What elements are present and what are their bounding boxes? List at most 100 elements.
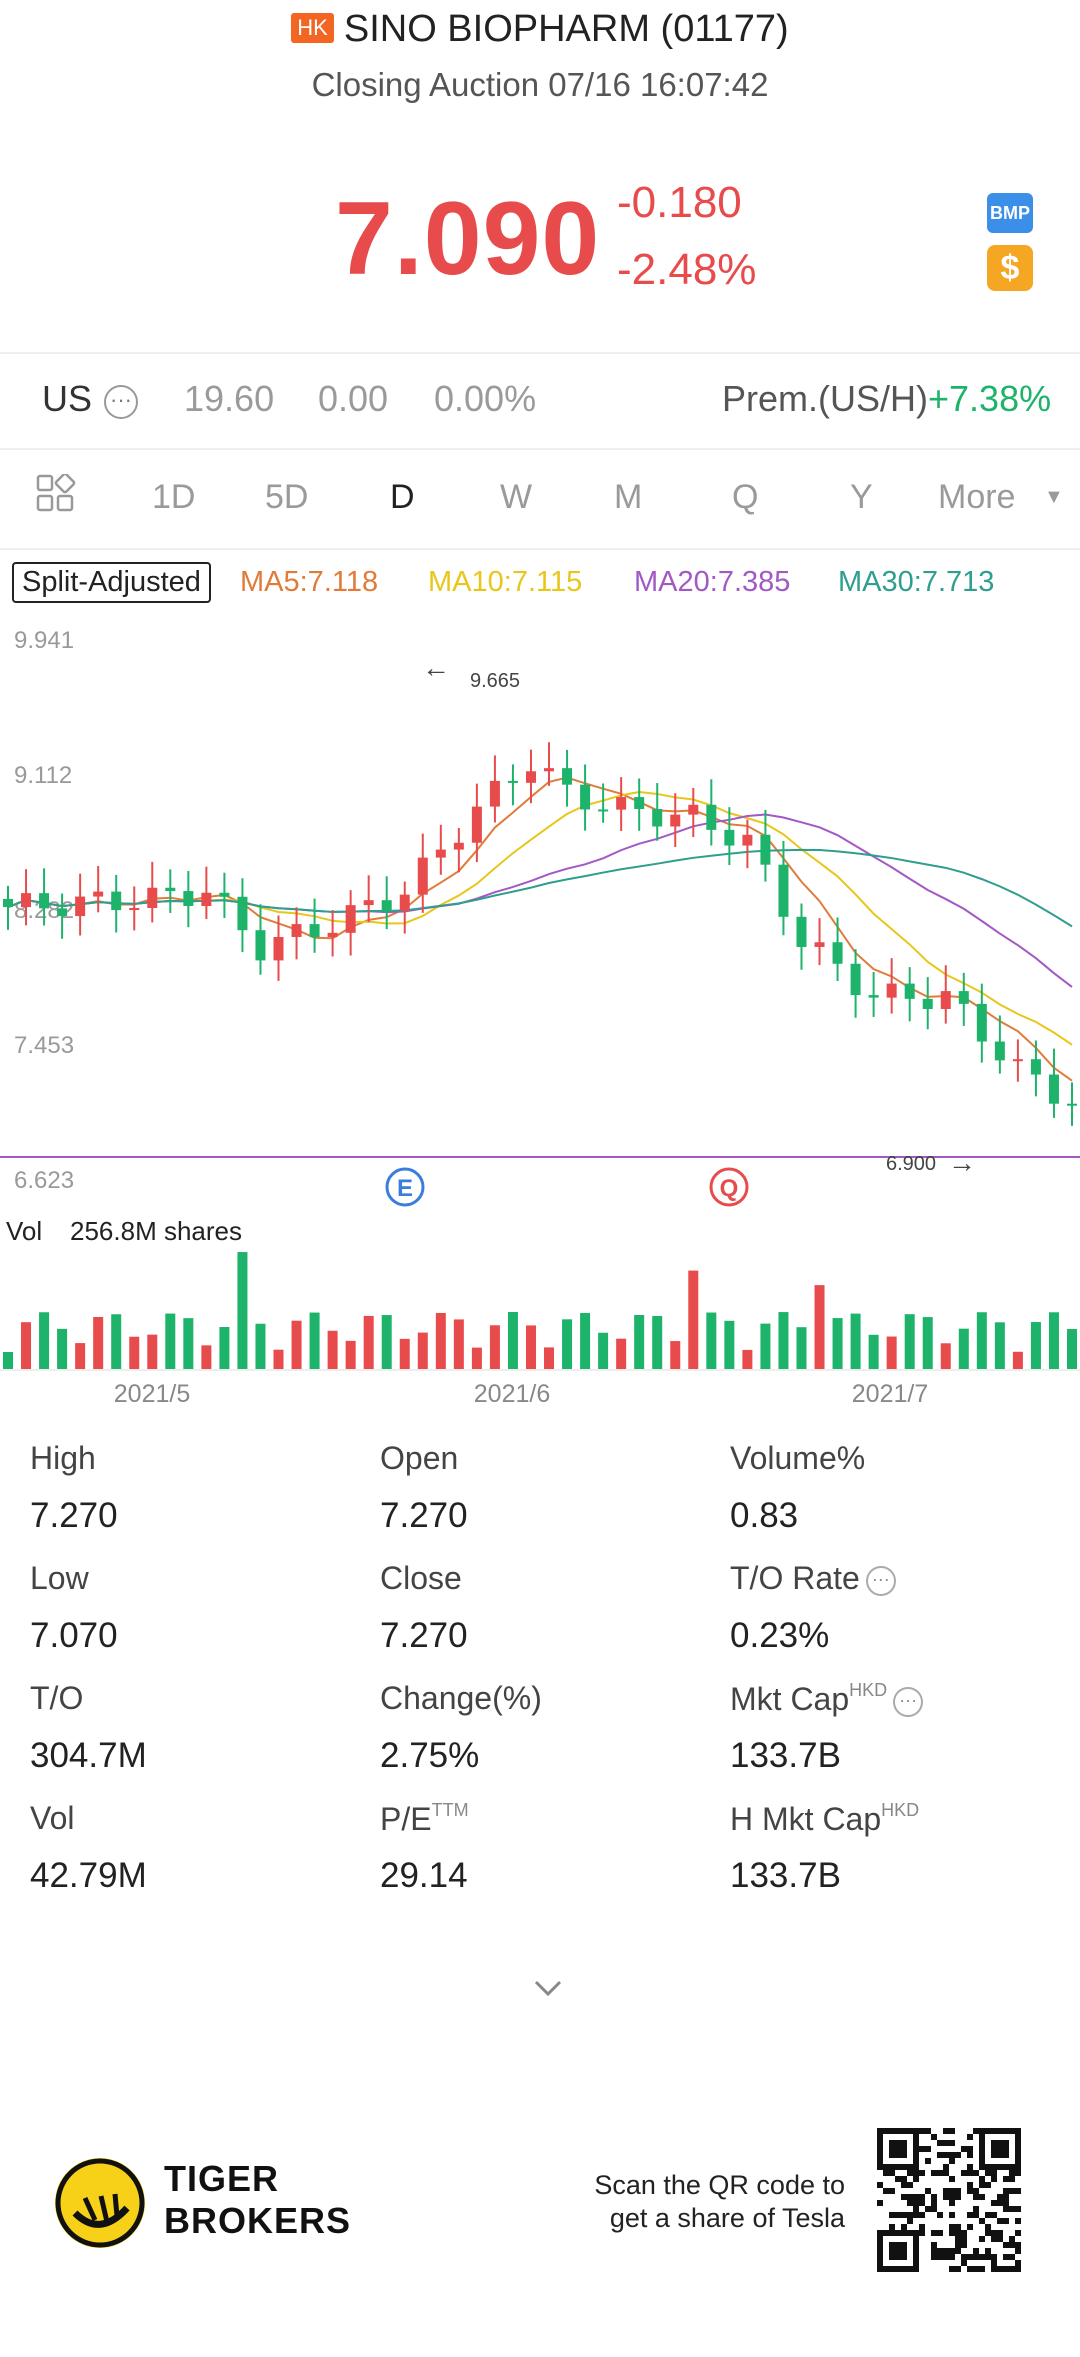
divider bbox=[0, 448, 1080, 450]
candle-body bbox=[616, 797, 627, 810]
tab-monthly[interactable]: M bbox=[614, 478, 643, 516]
volume-bar bbox=[742, 1349, 753, 1370]
info-icon[interactable]: ··· bbox=[893, 1687, 924, 1717]
us-change-pct: 0.00% bbox=[434, 378, 537, 419]
bmp-icon[interactable]: BMP bbox=[987, 193, 1033, 233]
date-label: 2021/6 bbox=[474, 1380, 550, 1408]
candle-body bbox=[21, 893, 32, 908]
date-label: 2021/7 bbox=[852, 1380, 928, 1408]
candle-body bbox=[291, 924, 302, 937]
tab-quarterly[interactable]: Q bbox=[732, 478, 759, 516]
candle-body bbox=[886, 983, 897, 998]
stat-value: 7.070 bbox=[30, 1616, 118, 1655]
chevron-down-icon[interactable]: ▼ bbox=[1044, 486, 1064, 508]
volume-bar bbox=[237, 1252, 248, 1370]
scan-text-2: get a share of Tesla bbox=[609, 2203, 845, 2233]
split-adjusted-button[interactable]: Split-Adjusted bbox=[12, 562, 211, 603]
volume-bar bbox=[147, 1334, 158, 1370]
expand-chevron-icon[interactable] bbox=[533, 1978, 563, 2003]
volume-bar bbox=[688, 1270, 699, 1370]
candle-body bbox=[237, 896, 248, 931]
tab-more[interactable]: More bbox=[938, 478, 1016, 516]
stat-value: 29.14 bbox=[380, 1856, 468, 1895]
dollar-icon[interactable]: $ bbox=[987, 245, 1033, 291]
volume-bar bbox=[291, 1320, 302, 1370]
stat-label-text: Close bbox=[380, 1560, 462, 1596]
candle-body bbox=[273, 936, 284, 961]
volume-bar bbox=[1067, 1329, 1077, 1370]
stat-unit: HKD bbox=[849, 1680, 888, 1700]
market-badge: HK bbox=[291, 13, 334, 43]
tab-1d[interactable]: 1D bbox=[152, 478, 196, 516]
volume-bar bbox=[814, 1285, 825, 1370]
volume-bar bbox=[778, 1312, 789, 1370]
candle-body bbox=[147, 887, 158, 908]
candle-body bbox=[309, 924, 320, 938]
candle-body bbox=[507, 780, 518, 783]
candle-body bbox=[976, 1003, 987, 1042]
candle-body bbox=[850, 963, 861, 996]
stat-label: H Mkt CapHKD bbox=[730, 1800, 919, 1838]
candle-body bbox=[940, 991, 951, 1009]
volume-bar bbox=[129, 1336, 140, 1370]
stat-unit: TTM bbox=[431, 1800, 469, 1820]
candle-body bbox=[1012, 1059, 1023, 1062]
volume-bar bbox=[598, 1332, 609, 1370]
volume-bar bbox=[634, 1314, 645, 1370]
candle-body bbox=[580, 784, 591, 810]
price-tick-label: 9.112 bbox=[14, 762, 72, 789]
candle-body bbox=[742, 834, 753, 846]
stat-label: Volume% bbox=[730, 1440, 865, 1477]
premium-label: Prem.(US/H) bbox=[722, 378, 928, 419]
candle-body bbox=[75, 896, 86, 917]
volume-bar bbox=[868, 1334, 879, 1370]
volume-bar bbox=[796, 1327, 807, 1370]
us-more-icon[interactable]: ··· bbox=[104, 378, 138, 420]
stat-label: High bbox=[30, 1440, 96, 1477]
price-change-pct: -2.48% bbox=[617, 245, 757, 294]
info-icon[interactable]: ··· bbox=[865, 1566, 896, 1596]
candle-body bbox=[129, 907, 140, 911]
stat-value: 7.270 bbox=[30, 1496, 118, 1535]
divider bbox=[0, 352, 1080, 354]
volume-bar bbox=[93, 1316, 104, 1370]
volume-bar bbox=[724, 1320, 735, 1370]
price-change: -0.180 bbox=[617, 178, 742, 227]
price-tick-label: 7.453 bbox=[14, 1032, 74, 1059]
ma20-label: MA20:7.385 bbox=[634, 566, 791, 598]
ma10-line bbox=[7, 790, 1073, 1046]
volume-bar bbox=[850, 1313, 861, 1370]
candle-body bbox=[598, 809, 609, 812]
candle-body bbox=[832, 942, 843, 964]
premium-value: +7.38% bbox=[928, 378, 1052, 419]
high-price-label: 9.665 bbox=[470, 670, 520, 692]
candle-body bbox=[93, 891, 104, 897]
us-adr-row[interactable]: US ··· 19.60 0.00 0.00% Prem.(US/H) +7.3… bbox=[0, 378, 1080, 428]
candle-body bbox=[3, 898, 13, 908]
candle-body bbox=[525, 771, 536, 783]
volume-bar bbox=[652, 1316, 663, 1370]
volume-bar bbox=[904, 1314, 915, 1370]
candle-body bbox=[255, 930, 266, 961]
stat-value: 0.23% bbox=[730, 1616, 830, 1655]
layout-grid-icon[interactable] bbox=[36, 472, 76, 523]
volume-label: Vol bbox=[6, 1216, 42, 1246]
tab-daily[interactable]: D bbox=[390, 478, 415, 516]
stat-label: T/O Rate ··· bbox=[730, 1560, 896, 1597]
stat-label-text: Mkt Cap bbox=[730, 1681, 850, 1717]
volume-bar bbox=[1012, 1351, 1023, 1370]
ma5-label: MA5:7.118 bbox=[240, 566, 379, 598]
candle-body bbox=[1048, 1074, 1059, 1104]
tab-weekly[interactable]: W bbox=[500, 478, 533, 516]
ma5-line bbox=[7, 776, 1073, 1082]
volume-bar bbox=[327, 1330, 338, 1370]
volume-bar bbox=[670, 1341, 681, 1370]
volume-bar bbox=[562, 1319, 573, 1370]
volume-bar bbox=[886, 1336, 897, 1370]
tab-5d[interactable]: 5D bbox=[265, 478, 309, 516]
volume-bar bbox=[922, 1317, 933, 1370]
stat-label-text: Volume% bbox=[730, 1440, 866, 1476]
stat-label-text: T/O bbox=[30, 1680, 84, 1716]
tab-yearly[interactable]: Y bbox=[850, 478, 873, 516]
